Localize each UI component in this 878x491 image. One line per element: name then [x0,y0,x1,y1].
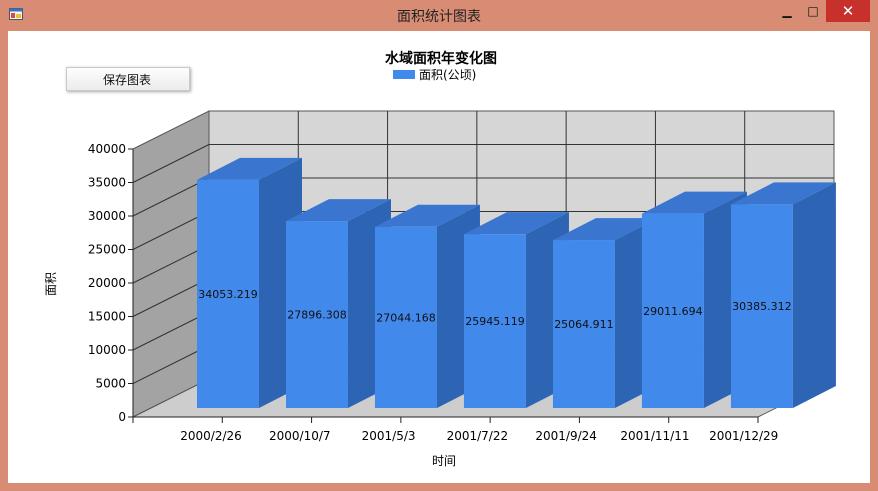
data-label: 34053.219 [198,288,258,301]
data-label: 27896.308 [287,309,347,322]
close-button[interactable]: ✕ [826,0,870,22]
legend-swatch [393,70,415,79]
chart-title: 水域面积年变化图 [385,50,497,67]
y-tick-label: 25000 [88,243,126,257]
x-tick-label: 2001/5/3 [362,429,416,443]
x-tick-label: 2000/10/7 [269,429,331,443]
data-label: 27044.168 [376,311,436,324]
maximize-button[interactable]: □ [800,0,826,22]
y-axis-label: 面积 [44,272,58,296]
y-tick-label: 10000 [88,343,126,357]
data-label: 30385.312 [732,300,792,313]
x-axis-label: 时间 [432,454,456,468]
y-tick-label: 40000 [88,142,126,156]
x-tick-label: 2001/9/24 [535,429,597,443]
chart-panel: 保存图表 水域面积年变化图 面积(公顷) 0 5000 10000 15000 2000… [8,31,870,483]
minimize-button[interactable]: ▁ [774,0,800,22]
y-tick-label: 35000 [88,176,126,190]
x-tick-label: 2001/11/11 [620,429,689,443]
data-label: 29011.694 [643,305,703,318]
y-tick-label: 30000 [88,209,126,223]
x-tick-label: 2000/2/26 [180,429,242,443]
title-bar[interactable]: 面积统计图表 ▁ □ ✕ [0,0,878,30]
data-label: 25945.119 [465,315,525,328]
bar-side [793,182,836,408]
data-label: 25064.911 [554,318,614,331]
y-tick-label: 0 [118,410,126,424]
y-tick-label: 20000 [88,276,126,290]
y-tick-label: 5000 [95,377,126,391]
plot-area: 0 5000 10000 15000 20000 25000 30000 35000 40000… [88,111,836,443]
y-tick-label: 15000 [88,310,126,324]
chart: 水域面积年变化图 面积(公顷) 0 5000 10000 15000 20000 2500… [8,31,870,483]
legend-label: 面积(公顷) [419,68,476,82]
x-tick-label: 2001/12/29 [709,429,778,443]
x-tick-label: 2001/7/22 [447,429,509,443]
window-title: 面积统计图表 [0,6,878,26]
